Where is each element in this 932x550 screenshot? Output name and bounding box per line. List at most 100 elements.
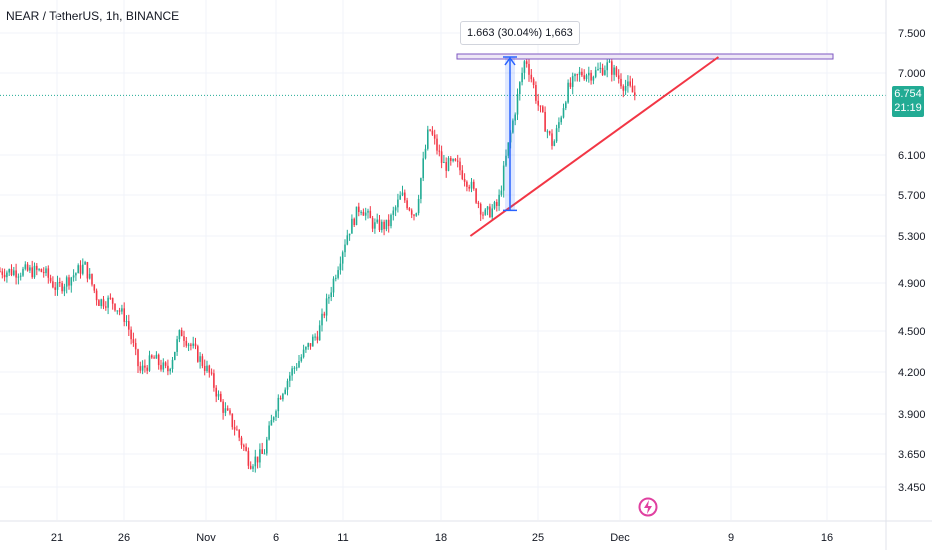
candle-body (134, 342, 137, 350)
candle-body (581, 71, 583, 76)
candle-body (339, 263, 342, 271)
candle-body (558, 122, 560, 129)
candle-body (215, 387, 217, 397)
candle-body (123, 308, 125, 322)
time-tick-label: Dec (610, 532, 630, 544)
candle-body (604, 70, 606, 75)
price-tick-label: 4.500 (898, 326, 926, 338)
lightning-bolt-icon[interactable] (638, 497, 658, 517)
candle-body (378, 219, 381, 231)
candle-body (424, 148, 427, 159)
candle-body (180, 330, 183, 337)
candle-body (631, 85, 634, 93)
candle-body (72, 275, 75, 278)
candle-body (54, 287, 56, 290)
candle-body (565, 102, 567, 109)
candle-body (102, 299, 105, 307)
candle-body (578, 71, 581, 75)
candle-body (422, 158, 424, 179)
candle-body (164, 362, 167, 366)
candle-body (617, 75, 620, 79)
candle-body (323, 313, 326, 316)
candle-body (459, 161, 461, 171)
candle-body (247, 450, 250, 466)
candle-body (15, 270, 17, 278)
candle-body (394, 207, 397, 211)
candle-body (505, 155, 507, 166)
candle-body (454, 158, 457, 161)
candle-body (594, 70, 597, 77)
candle-body (61, 283, 63, 292)
candle-body (408, 208, 411, 211)
candle-body (477, 202, 480, 205)
candle-body (548, 131, 551, 134)
candle-body (620, 78, 622, 87)
candle-body (590, 72, 592, 81)
candle-body (137, 349, 139, 367)
candle-body (10, 269, 13, 275)
candle-body (353, 218, 355, 226)
time-axis[interactable]: 21 26 Nov 6 11 18 25 Dec 9 16 (0, 520, 932, 544)
candle-body (629, 81, 631, 86)
candle-body (40, 269, 43, 272)
candle-body (190, 344, 192, 346)
candle-body (383, 221, 385, 230)
candle-body (325, 298, 328, 316)
candle-body (229, 410, 231, 414)
candle-body (360, 211, 362, 213)
candle-body (519, 82, 521, 95)
candle-body (268, 425, 270, 440)
candle-body (436, 138, 438, 151)
candle-body (562, 108, 565, 118)
candle-body (592, 76, 595, 81)
candle-body (270, 420, 273, 426)
candle-body (29, 267, 31, 271)
candle-body (420, 178, 422, 199)
candle-body (473, 181, 475, 189)
candle-body (367, 210, 369, 213)
candle-countdown: 21:19 (894, 102, 922, 114)
candle-body (535, 84, 537, 101)
candle-body (130, 329, 132, 340)
time-tick-label: 6 (273, 532, 279, 544)
candle-body (468, 186, 470, 189)
candle-body (512, 120, 514, 133)
candle-body (295, 367, 298, 369)
candle-body (498, 194, 500, 206)
candle-body (266, 439, 268, 454)
candle-body (107, 297, 109, 308)
price-axis[interactable]: 7.500 7.000 6.100 5.700 5.300 4.900 4.500 4.200… (885, 0, 926, 550)
candle-body (300, 357, 303, 362)
time-tick-label: 11 (337, 532, 348, 544)
candle-body (42, 271, 45, 274)
candle-body (567, 82, 569, 103)
candle-body (560, 117, 562, 123)
candle-body (213, 373, 215, 388)
candle-body (611, 61, 613, 75)
time-tick-label: 16 (821, 532, 833, 544)
price-tick-label: 3.650 (898, 449, 926, 461)
candle-body (139, 366, 142, 371)
candle-body (546, 131, 549, 133)
candle-body (583, 75, 585, 80)
candle-body (397, 199, 399, 208)
candle-body (95, 290, 98, 301)
candle-body (507, 142, 510, 156)
candle-body (571, 76, 574, 87)
candle-body (539, 105, 542, 107)
candle-body (226, 408, 229, 411)
candle-body (77, 265, 79, 274)
candle-body (160, 365, 162, 370)
candle-body (45, 268, 47, 274)
candle-body (282, 393, 284, 400)
candle-body (475, 188, 477, 203)
last-price-tag: 6.754 21:19 (892, 86, 924, 117)
candle-body (588, 72, 590, 76)
last-price-value: 6.754 (894, 88, 922, 100)
candle-body (445, 162, 447, 171)
drawings[interactable] (0, 53, 886, 237)
price-tick-label: 7.000 (898, 68, 926, 80)
ascending-trendline (469, 56, 720, 237)
candle-body (256, 456, 259, 463)
